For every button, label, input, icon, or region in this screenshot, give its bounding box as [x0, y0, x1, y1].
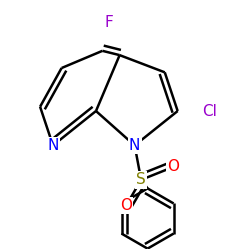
Text: N: N: [129, 138, 140, 153]
Text: F: F: [104, 16, 113, 30]
Text: Cl: Cl: [202, 104, 217, 118]
Text: O: O: [120, 198, 132, 213]
Text: S: S: [136, 172, 146, 187]
Text: N: N: [47, 138, 59, 153]
Text: O: O: [167, 160, 179, 174]
